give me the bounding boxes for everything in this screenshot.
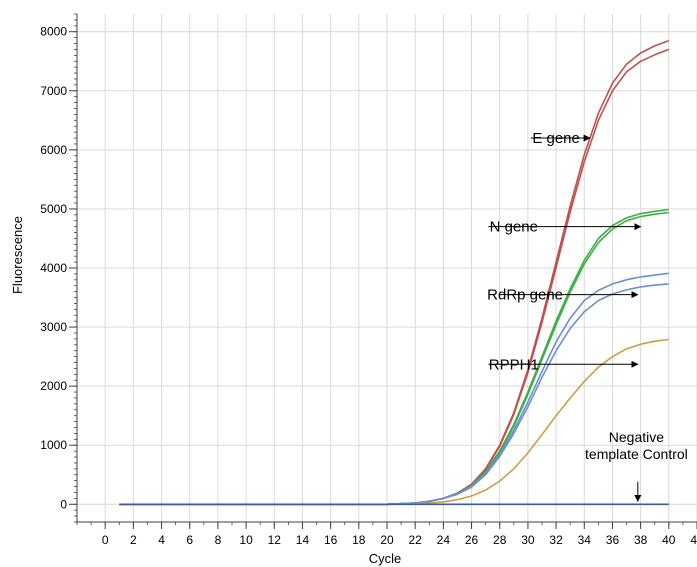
x-tick-label: 34: [578, 533, 592, 547]
grid-layer: [77, 14, 697, 522]
x-tick-label: 26: [465, 533, 479, 547]
x-tick-label: 16: [324, 533, 338, 547]
x-tick-label: 20: [380, 533, 394, 547]
y-axis-title: Fluorescence: [10, 216, 25, 294]
x-tick-label: 38: [634, 533, 648, 547]
x-tick-label: 2: [130, 533, 137, 547]
x-tick-label: 12: [268, 533, 282, 547]
x-tick-label: 4: [158, 533, 165, 547]
x-tick-label: 18: [352, 533, 366, 547]
y-tick-label: 8000: [40, 25, 67, 39]
x-tick-label: 22: [409, 533, 423, 547]
x-tick-label: 36: [606, 533, 620, 547]
y-tick-label: 1000: [40, 438, 67, 452]
y-tick-label: 0: [60, 497, 67, 511]
annotation-label-5: template Control: [585, 446, 688, 462]
x-tick-label: 32: [549, 533, 563, 547]
series-line-2: [119, 48, 670, 506]
x-tick-label: 6: [186, 533, 193, 547]
series-layer: [119, 39, 670, 506]
annotation-label-5: Negative: [609, 429, 664, 445]
x-tick-label: 10: [239, 533, 253, 547]
y-tick-label: 3000: [40, 320, 67, 334]
y-tick-label: 7000: [40, 84, 67, 98]
y-tick-label: 2000: [40, 379, 67, 393]
x-tick-label: 28: [493, 533, 507, 547]
x-tick-label: 24: [437, 533, 451, 547]
x-tick-label: 40: [662, 533, 676, 547]
series-line-5: [119, 272, 669, 506]
y-tick-label: 4000: [40, 261, 67, 275]
x-axis-title: Cycle: [369, 551, 402, 566]
x-tick-label: 8: [215, 533, 222, 547]
x-tick-label: 30: [521, 533, 535, 547]
x-tick-label: 0: [102, 533, 109, 547]
x-tick-label: 42: [690, 533, 697, 547]
x-tick-label: 14: [296, 533, 310, 547]
y-tick-label: 5000: [40, 202, 67, 216]
series-line-1: [119, 39, 670, 506]
y-tick-label: 6000: [40, 143, 67, 157]
series-line-6: [119, 283, 669, 506]
